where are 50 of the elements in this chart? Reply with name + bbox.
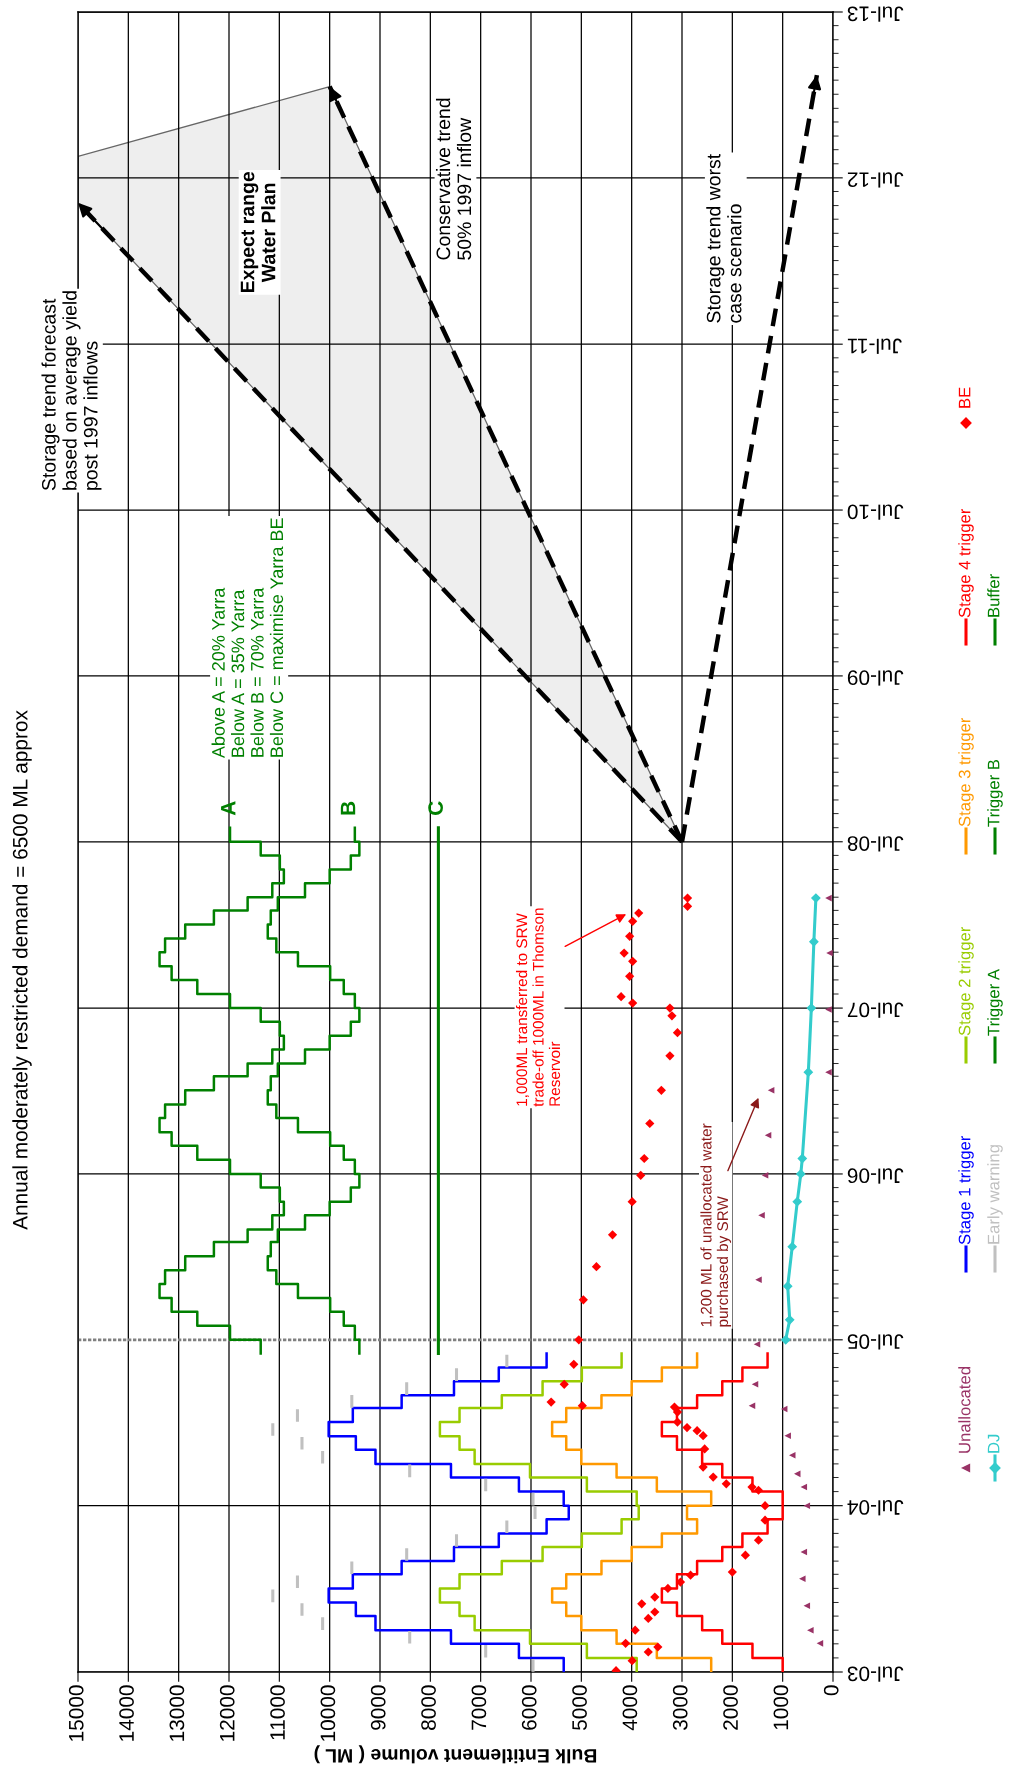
x-tick-label: 5000 bbox=[572, 1685, 587, 1731]
annotation: Conservative trend 50% 1997 inflow bbox=[435, 98, 472, 260]
annotation: 1,200 ML of unallocated water purchased by SRW bbox=[700, 1123, 732, 1327]
annotation: C bbox=[428, 801, 443, 815]
x-tick-label: 1000 bbox=[773, 1685, 789, 1730]
text: Stage 3 trigger bbox=[958, 717, 974, 827]
y-tick-label: Jul-03 bbox=[847, 1666, 904, 1682]
y-tick-label: Jul-13 bbox=[847, 6, 904, 22]
text: Stage 4 trigger bbox=[958, 508, 974, 618]
x-tick-label: 9000 bbox=[370, 1685, 386, 1730]
x-tick-label: 0 bbox=[823, 1685, 839, 1696]
x-tick-label: 12000 bbox=[219, 1685, 235, 1741]
annotation: A bbox=[221, 801, 236, 816]
annotation: 1,000ML transferred to SRW trade-off 1000ML in Thomson Reservoir bbox=[515, 908, 561, 1107]
text: Stage 1 trigger bbox=[958, 1135, 974, 1245]
y-tick-label: Jul-05 bbox=[847, 1334, 904, 1350]
x-tick-label: 15000 bbox=[68, 1685, 84, 1741]
annotation: Above A = 20% Yarra Below A = 35% Yarra Below B = 70% Yarra Below C = maximise Yarra BE bbox=[211, 518, 284, 759]
y-tick-label: Jul-04 bbox=[847, 1500, 904, 1516]
x-tick-label: 8000 bbox=[421, 1685, 436, 1730]
y-tick-label: Jul-12 bbox=[847, 172, 904, 188]
x-tick-label: 4000 bbox=[622, 1685, 638, 1731]
annotation: Expect range Water Plan bbox=[240, 171, 276, 293]
x-axis-title: Bulk Entitlement volume ( ML ) bbox=[314, 1745, 597, 1764]
x-tick-label: 6000 bbox=[521, 1685, 537, 1730]
text: Trigger A bbox=[987, 969, 1003, 1036]
text: Early warning bbox=[987, 1145, 1003, 1244]
text: Trigger B bbox=[987, 759, 1003, 827]
y-tick-label: Jul-10 bbox=[847, 504, 904, 520]
text: Annual moderately restricted demand = 6500 ML approx bbox=[12, 710, 32, 1230]
text: DJ bbox=[987, 1434, 1000, 1453]
y-tick-label: Jul-06 bbox=[847, 1168, 904, 1184]
y-tick-label: Jul-07 bbox=[847, 1002, 904, 1018]
y-tick-label: Jul-11 bbox=[847, 338, 902, 354]
text: BE bbox=[958, 387, 971, 408]
x-tick-label: 7000 bbox=[471, 1685, 487, 1730]
x-tick-label: 10000 bbox=[320, 1685, 336, 1741]
y-tick-label: Jul-09 bbox=[847, 670, 904, 686]
text: Buffer bbox=[987, 574, 1000, 617]
text: Stage 2 trigger bbox=[958, 926, 974, 1036]
annotation: Storage trend forecast based on average yield post 1997 inflows bbox=[41, 291, 102, 491]
x-tick-label: 2000 bbox=[723, 1685, 738, 1730]
text: Unallocated bbox=[958, 1367, 971, 1453]
x-tick-label: 13000 bbox=[169, 1685, 185, 1741]
x-tick-label: 14000 bbox=[119, 1685, 134, 1741]
x-tick-label: 3000 bbox=[672, 1685, 688, 1731]
annotation: Storage trend worst case scenario bbox=[706, 153, 742, 323]
y-tick-label: Jul-08 bbox=[847, 836, 904, 852]
x-tick-label: 11000 bbox=[270, 1685, 285, 1740]
annotation: B bbox=[340, 801, 356, 815]
